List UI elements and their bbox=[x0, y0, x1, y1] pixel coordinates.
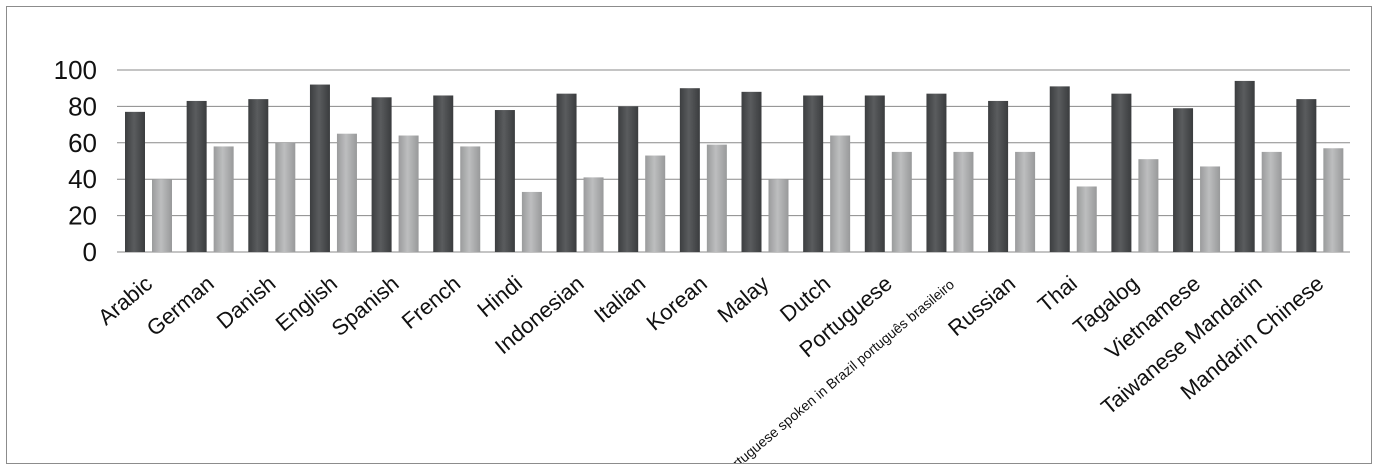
bars bbox=[125, 80, 1344, 253]
bar-series2-dutch bbox=[830, 135, 851, 252]
y-tick-label: 0 bbox=[83, 237, 97, 267]
bar-series2-german bbox=[213, 146, 234, 252]
bar-series1-vietnamese bbox=[1173, 108, 1194, 252]
chart-frame: 0 20 40 60 80 100 Arabic German Danish English Sp… bbox=[6, 6, 1372, 464]
bar-series1-spanish bbox=[371, 97, 392, 252]
bar-series1-arabic bbox=[125, 111, 145, 252]
x-tick-label: German bbox=[142, 271, 219, 341]
x-tick-label: French bbox=[397, 271, 466, 334]
bar-series1-portuguese bbox=[864, 95, 885, 252]
bar-series2-italian bbox=[645, 155, 666, 252]
x-tick-label: Hindi bbox=[472, 271, 526, 322]
bar-series1-hindi bbox=[494, 110, 515, 252]
bar-series2-malay bbox=[768, 179, 789, 252]
x-tick-label: Korean bbox=[641, 271, 711, 336]
bar-chart: 0 20 40 60 80 100 ArabicGermanDanishEnglishSp… bbox=[54, 55, 1350, 463]
x-tick-label: Malay bbox=[713, 271, 774, 328]
bar-series2-thai bbox=[1076, 186, 1097, 252]
y-tick-label: 80 bbox=[68, 91, 97, 121]
bar-series1-mandarin-chinese bbox=[1296, 99, 1317, 253]
bar-series1-dutch bbox=[803, 95, 824, 252]
bar-series2-korean bbox=[706, 144, 727, 252]
bar-series1-taiwanese-mandarin bbox=[1234, 80, 1255, 252]
bar-series2-indonesian bbox=[583, 177, 604, 252]
bar-series2-mandarin-chinese bbox=[1323, 148, 1344, 252]
x-tick-label: Spanish bbox=[327, 271, 404, 341]
bar-series1-german bbox=[186, 100, 207, 252]
bar-series1-danish bbox=[248, 99, 269, 253]
bar-series2-russian bbox=[1015, 151, 1036, 252]
x-tick-label: Italian bbox=[589, 271, 650, 328]
x-tick-label: Danish bbox=[212, 271, 281, 334]
y-axis: 0 20 40 60 80 100 bbox=[54, 55, 97, 267]
bar-series1-thai bbox=[1049, 86, 1070, 252]
bar-series2-hindi bbox=[521, 191, 542, 252]
y-tick-label: 60 bbox=[68, 128, 97, 158]
bar-series2-english bbox=[336, 133, 357, 252]
bar-series2-tagalog bbox=[1138, 159, 1159, 252]
bar-series1-portuguese-spoken-in-brazil-portugu-s-brasileiro bbox=[926, 93, 947, 252]
y-tick-label: 20 bbox=[68, 201, 97, 231]
bar-series2-french bbox=[460, 146, 481, 252]
bar-series1-russian bbox=[988, 100, 1009, 252]
gridlines bbox=[117, 69, 1350, 253]
bar-series2-portuguese bbox=[891, 151, 912, 252]
bar-series1-tagalog bbox=[1111, 93, 1132, 252]
bar-series2-danish bbox=[275, 142, 296, 252]
bar-series1-korean bbox=[679, 88, 700, 252]
bar-series1-indonesian bbox=[556, 93, 577, 252]
bar-series1-italian bbox=[618, 106, 639, 253]
y-tick-label: 40 bbox=[68, 164, 97, 194]
x-tick-label: Thai bbox=[1033, 271, 1082, 318]
bar-series2-portuguese-spoken-in-brazil-portugu-s-brasileiro bbox=[953, 151, 974, 252]
bar-series2-vietnamese bbox=[1200, 166, 1221, 252]
bar-series1-french bbox=[433, 95, 454, 252]
bar-series2-arabic bbox=[152, 179, 172, 252]
y-tick-label: 100 bbox=[54, 55, 97, 85]
bar-series2-spanish bbox=[398, 135, 419, 252]
bar-series2-taiwanese-mandarin bbox=[1261, 151, 1282, 252]
bar-series1-english bbox=[309, 84, 330, 252]
x-tick-label: Russian bbox=[943, 271, 1020, 341]
bar-series1-malay bbox=[741, 91, 762, 252]
